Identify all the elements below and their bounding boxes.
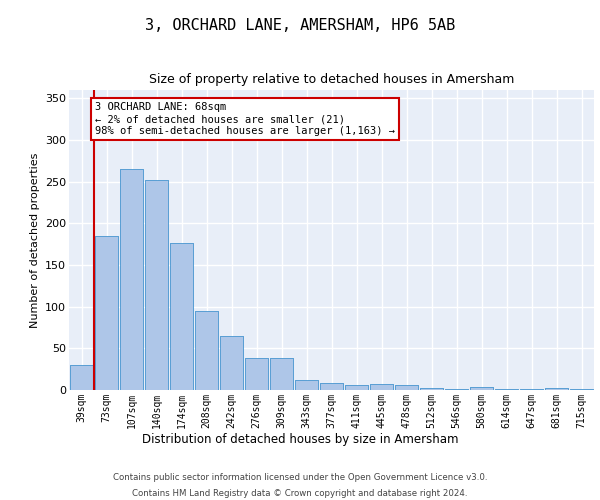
Bar [545, 388, 568, 390]
Bar [445, 389, 469, 390]
Bar [145, 180, 169, 390]
Bar [419, 388, 443, 390]
Bar [220, 336, 244, 390]
Bar [470, 386, 493, 390]
Bar [95, 236, 118, 390]
Bar [119, 169, 143, 390]
Text: Contains HM Land Registry data © Crown copyright and database right 2024.: Contains HM Land Registry data © Crown c… [132, 489, 468, 498]
Bar [245, 358, 268, 390]
Bar [370, 384, 394, 390]
Bar [569, 389, 593, 390]
Bar [470, 386, 493, 390]
Bar [320, 384, 343, 390]
Bar [344, 385, 368, 390]
Text: Contains public sector information licensed under the Open Government Licence v3: Contains public sector information licen… [113, 472, 487, 482]
Bar [245, 358, 268, 390]
Bar [370, 384, 394, 390]
Bar [494, 389, 518, 390]
Bar [194, 311, 218, 390]
Bar [520, 389, 544, 390]
Bar [145, 180, 169, 390]
Y-axis label: Number of detached properties: Number of detached properties [29, 152, 40, 328]
Bar [395, 385, 418, 390]
Bar [70, 365, 94, 390]
Text: 3, ORCHARD LANE, AMERSHAM, HP6 5AB: 3, ORCHARD LANE, AMERSHAM, HP6 5AB [145, 18, 455, 32]
Bar [569, 389, 593, 390]
Text: Distribution of detached houses by size in Amersham: Distribution of detached houses by size … [142, 432, 458, 446]
Bar [320, 384, 343, 390]
Title: Size of property relative to detached houses in Amersham: Size of property relative to detached ho… [149, 73, 514, 86]
Bar [70, 365, 94, 390]
Bar [170, 242, 193, 390]
Bar [269, 358, 293, 390]
Bar [419, 388, 443, 390]
Bar [269, 358, 293, 390]
Bar [520, 389, 544, 390]
Bar [545, 388, 568, 390]
Bar [395, 385, 418, 390]
Bar [95, 236, 118, 390]
Bar [170, 242, 193, 390]
Text: 3 ORCHARD LANE: 68sqm
← 2% of detached houses are smaller (21)
98% of semi-detac: 3 ORCHARD LANE: 68sqm ← 2% of detached h… [95, 102, 395, 136]
Bar [194, 311, 218, 390]
Bar [295, 380, 319, 390]
Bar [344, 385, 368, 390]
Bar [445, 389, 469, 390]
Bar [494, 389, 518, 390]
Bar [220, 336, 244, 390]
Bar [119, 169, 143, 390]
Bar [295, 380, 319, 390]
